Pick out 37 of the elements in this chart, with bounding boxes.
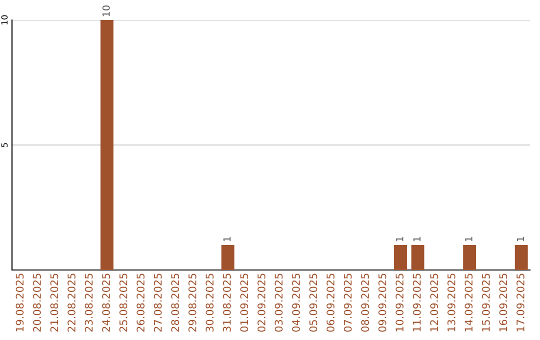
x-tick-label: 27.08.2025	[154, 274, 162, 332]
x-tick-label: 15.09.2025	[482, 274, 490, 332]
x-tick-label: 14.09.2025	[464, 274, 473, 332]
x-tick-label: 12.09.2025	[430, 274, 438, 332]
x-tick-label: 17.09.2025	[516, 274, 524, 332]
x-tick-label: 06.09.2025	[326, 274, 334, 332]
x-tick-label: 19.08.2025	[16, 274, 24, 332]
x-tick-label: 08.09.2025	[361, 274, 369, 332]
x-tick-label: 23.08.2025	[84, 274, 93, 332]
data-label: 10	[102, 5, 110, 16]
x-tick-label: 29.08.2025	[188, 274, 196, 332]
data-label: 1	[223, 236, 231, 242]
data-label: 1	[516, 236, 524, 242]
x-tick-label: 21.08.2025	[50, 274, 58, 332]
x-tick-label: 02.09.2025	[258, 274, 266, 332]
x-tick-label: 04.09.2025	[292, 274, 300, 332]
x-tick-label: 10.09.2025	[396, 274, 404, 332]
x-tick-label: 03.09.2025	[274, 274, 283, 332]
x-tick-label: 01.09.2025	[240, 274, 248, 332]
data-label: 1	[465, 236, 472, 242]
x-tick-label: 07.09.2025	[344, 274, 352, 332]
x-tick-label: 13.09.2025	[447, 274, 456, 332]
x-tick-label: 20.08.2025	[33, 274, 41, 332]
x-tick-label: 26.08.2025	[136, 274, 145, 332]
x-tick-label: 30.08.2025	[206, 274, 214, 332]
x-tick-label: 09.09.2025	[378, 274, 386, 332]
data-label: 1	[396, 236, 404, 242]
y-tick-label: 5	[1, 143, 8, 148]
x-tick-label: 31.08.2025	[222, 274, 231, 332]
x-tick-label: 16.09.2025	[499, 274, 508, 332]
x-tick-label: 05.09.2025	[309, 274, 318, 332]
x-tick-label: 24.08.2025	[102, 274, 110, 332]
x-tick-label: 25.08.2025	[119, 274, 128, 332]
x-tick-label: 11.09.2025	[412, 274, 421, 332]
x-tick-label: 28.08.2025	[171, 274, 180, 332]
x-tick-label: 22.08.2025	[68, 274, 76, 332]
data-label: 1	[413, 236, 420, 242]
